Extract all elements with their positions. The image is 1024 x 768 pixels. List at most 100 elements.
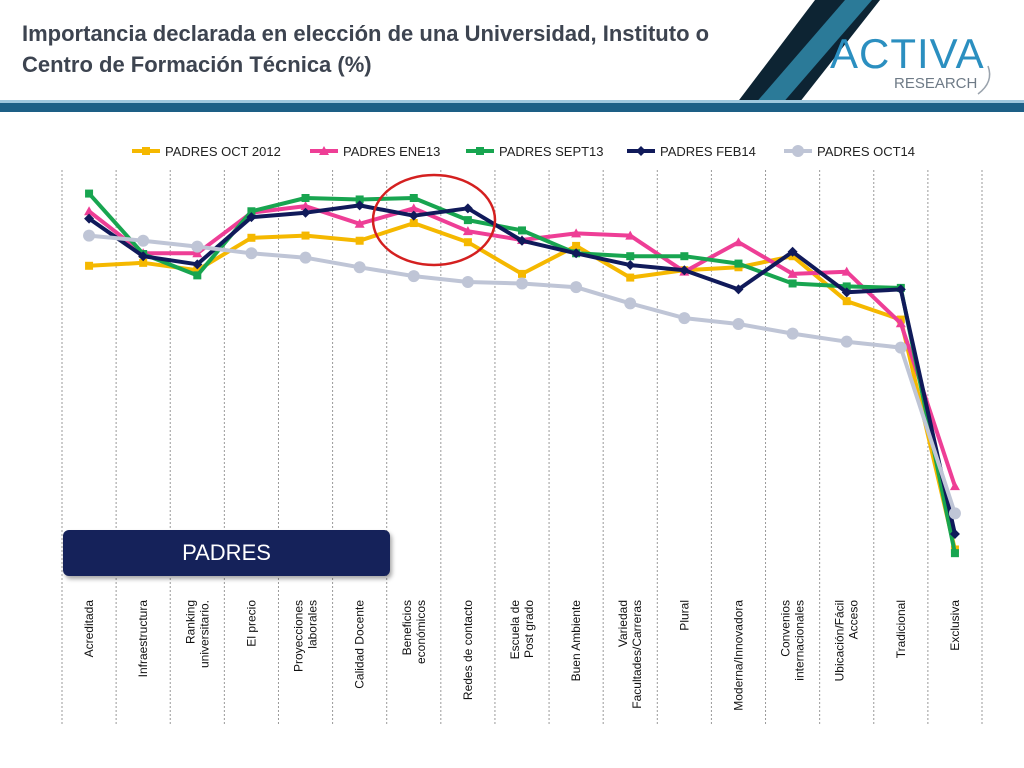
data-point-marker [895, 318, 906, 328]
data-point-marker [139, 258, 148, 267]
header-white-panel [792, 0, 1024, 112]
logo-mark: ACTIVA [830, 30, 985, 77]
data-point-marker [84, 213, 95, 224]
gridlines [61, 170, 983, 724]
data-point-marker [300, 207, 311, 218]
x-tick-label: Tradicional [894, 600, 908, 658]
data-point-marker [247, 233, 256, 242]
activa-research-logo: ACTIVA RESEARCH [830, 30, 991, 95]
data-point-marker [245, 247, 258, 260]
data-point-marker [624, 297, 637, 310]
x-tick-label: Moderna/Innovadora [732, 600, 746, 711]
data-point-marker [476, 147, 484, 155]
x-axis-labels: Acreditada Infraestructura Rankinguniversi… [82, 600, 962, 711]
data-point-marker [788, 279, 797, 288]
data-point-marker [319, 146, 329, 155]
series-group [85, 219, 959, 554]
series-line [87, 203, 957, 535]
data-point-marker [462, 203, 473, 214]
data-point-marker [193, 266, 202, 275]
data-point-marker [137, 234, 150, 247]
data-point-marker [353, 261, 366, 274]
legend-entry: PADRES OCT 2012 [165, 144, 281, 159]
data-point-marker [193, 271, 202, 280]
x-tick-label: Proyeccioneslaborales [292, 600, 320, 672]
x-tick-label: Buen Ambiente [569, 600, 583, 682]
data-point-marker [408, 210, 419, 221]
x-tick-label: VariedadFacultades/Carreras [616, 600, 644, 709]
data-point-marker [679, 265, 690, 276]
data-point-marker [787, 246, 798, 257]
x-tick-label: Acreditada [82, 600, 96, 658]
x-tick-label: Beneficioseconómicos [400, 600, 428, 664]
data-point-marker [571, 248, 582, 259]
data-point-marker [733, 284, 744, 295]
data-point-marker [192, 248, 203, 258]
data-point-marker [299, 251, 312, 264]
data-point-marker [407, 270, 420, 283]
data-point-marker [516, 277, 528, 290]
data-point-marker [571, 228, 582, 238]
data-point-marker [408, 203, 419, 213]
data-point-marker [636, 146, 646, 156]
series-group [83, 229, 961, 520]
data-point-marker [355, 236, 364, 245]
x-tick-label: Redes de contacto [461, 600, 475, 700]
data-point-marker [85, 261, 94, 270]
x-tick-label: El precio [244, 600, 258, 647]
logo-subtitle: RESEARCH [894, 75, 977, 92]
legend-entry: PADRES ENE13 [343, 144, 440, 159]
data-point-marker [191, 240, 204, 253]
data-point-marker [626, 252, 635, 261]
data-point-marker [732, 318, 745, 330]
data-point-marker [192, 259, 203, 270]
data-point-marker [678, 312, 691, 325]
header-bottom-highlight [0, 100, 1024, 103]
data-point-marker [83, 229, 96, 242]
data-point-marker [895, 284, 906, 295]
x-tick-label: Plural [677, 600, 691, 631]
data-point-marker [949, 481, 960, 491]
data-point-marker [355, 195, 364, 204]
header-teal-stripe [748, 0, 872, 112]
series-group [84, 200, 960, 539]
data-point-marker [842, 282, 851, 291]
data-point-marker [247, 207, 256, 216]
data-point-marker [949, 529, 960, 539]
data-point-marker [733, 237, 744, 247]
legend-entry: PADRES OCT14 [817, 144, 915, 159]
data-point-marker [734, 259, 743, 268]
x-tick-label: Escuela dePost grado [508, 600, 536, 660]
x-tick-label: Infraestructura [136, 600, 150, 678]
data-point-marker [138, 251, 149, 262]
data-point-marker [301, 194, 310, 202]
data-point-marker [354, 218, 365, 228]
data-point-marker [572, 241, 581, 250]
data-point-marker [409, 219, 418, 228]
data-point-marker [570, 281, 583, 294]
data-point-marker [301, 231, 310, 240]
data-point-marker [894, 341, 907, 354]
data-point-marker [786, 327, 799, 340]
x-tick-label: Conveniosinternacionales [779, 600, 807, 681]
logo-swoosh [977, 65, 991, 95]
x-tick-label: Calidad Docente [353, 600, 367, 689]
data-point-marker [842, 297, 851, 306]
data-point-marker [354, 200, 365, 211]
data-point-marker [948, 507, 961, 520]
data-point-marker [461, 276, 474, 288]
x-tick-label: Exclusiva [948, 600, 962, 651]
legend-entry: PADRES FEB14 [660, 144, 756, 159]
page-title: Importancia declarada en elección de una… [22, 21, 710, 77]
data-point-marker [792, 145, 804, 157]
series-layer [83, 189, 961, 558]
data-point-marker [462, 226, 473, 236]
data-point-marker [518, 269, 526, 278]
data-point-marker [518, 226, 526, 235]
data-point-marker [841, 287, 852, 298]
data-point-marker [142, 147, 150, 155]
x-tick-label: Rankinguniversitario. [183, 600, 211, 668]
legend: PADRES OCT 2012 PADRES ENE13 PADRES SEPT13… [132, 144, 915, 159]
data-point-marker [85, 189, 94, 198]
data-point-marker [300, 201, 311, 211]
